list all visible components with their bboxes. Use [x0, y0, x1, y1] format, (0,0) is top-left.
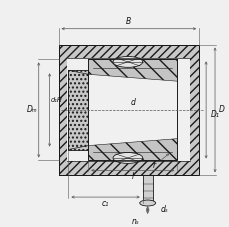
Text: D: D [218, 105, 224, 114]
Bar [68, 70, 88, 150]
Bar [142, 175, 152, 203]
Bar [88, 59, 177, 160]
Text: d₁H: d₁H [50, 97, 62, 103]
Ellipse shape [139, 200, 155, 206]
Text: d: d [130, 99, 135, 108]
Text: D₁: D₁ [210, 110, 219, 119]
Text: nₛ: nₛ [131, 217, 139, 226]
Text: l: l [131, 172, 133, 181]
Bar [67, 58, 189, 161]
Text: Dₘ: Dₘ [26, 105, 37, 114]
Polygon shape [88, 74, 177, 146]
Ellipse shape [112, 153, 142, 163]
Text: r: r [152, 161, 155, 170]
Ellipse shape [112, 57, 142, 67]
Text: B: B [126, 17, 131, 26]
Bar [58, 44, 198, 175]
Text: c₁: c₁ [101, 199, 109, 207]
Text: dₛ: dₛ [160, 205, 168, 215]
